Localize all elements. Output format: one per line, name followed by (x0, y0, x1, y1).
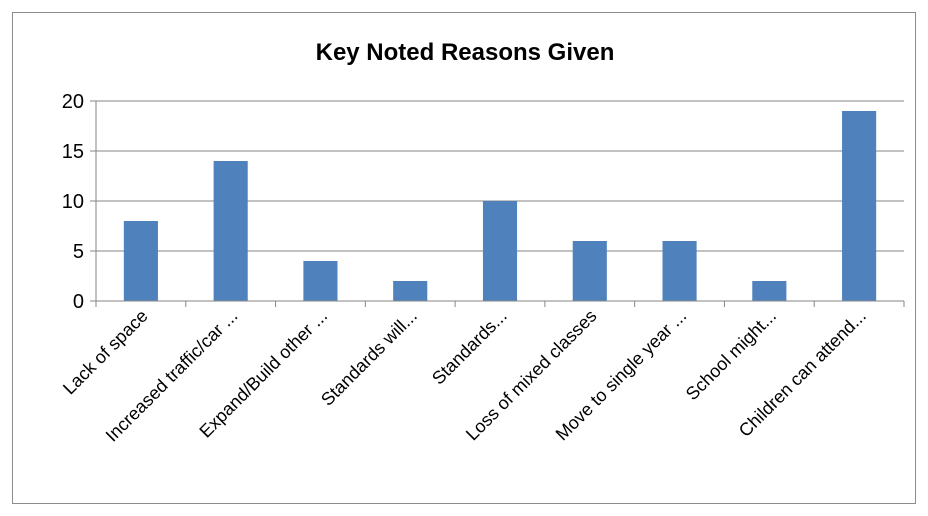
bar (752, 281, 787, 301)
y-tick-label: 5 (73, 241, 84, 263)
y-tick-label: 0 (73, 291, 84, 313)
axes (90, 100, 905, 307)
bar (662, 241, 697, 301)
y-tick-label: 15 (62, 141, 84, 163)
x-tick-label: Standards... (428, 306, 511, 389)
y-tick-labels: 0 5 10 15 20 (62, 91, 84, 313)
x-tick-label: Lack of space (59, 306, 152, 399)
bars (123, 111, 877, 301)
y-tick-label: 10 (62, 191, 84, 213)
chart-title: Key Noted Reasons Given (316, 39, 615, 66)
bar (842, 111, 877, 301)
bar (213, 161, 248, 301)
bar (393, 281, 428, 301)
bar (303, 261, 338, 301)
chart-frame: Key Noted Reasons Given 0 5 10 15 20 Lack of… (12, 12, 916, 504)
bar (572, 241, 607, 301)
bar-chart: Key Noted Reasons Given 0 5 10 15 20 Lack of… (59, 39, 905, 446)
bar (123, 221, 158, 301)
x-tick-label: School might... (682, 306, 780, 404)
y-tick-label: 20 (62, 91, 84, 113)
bar (482, 201, 518, 301)
x-tick-label: Standards will... (317, 306, 421, 410)
